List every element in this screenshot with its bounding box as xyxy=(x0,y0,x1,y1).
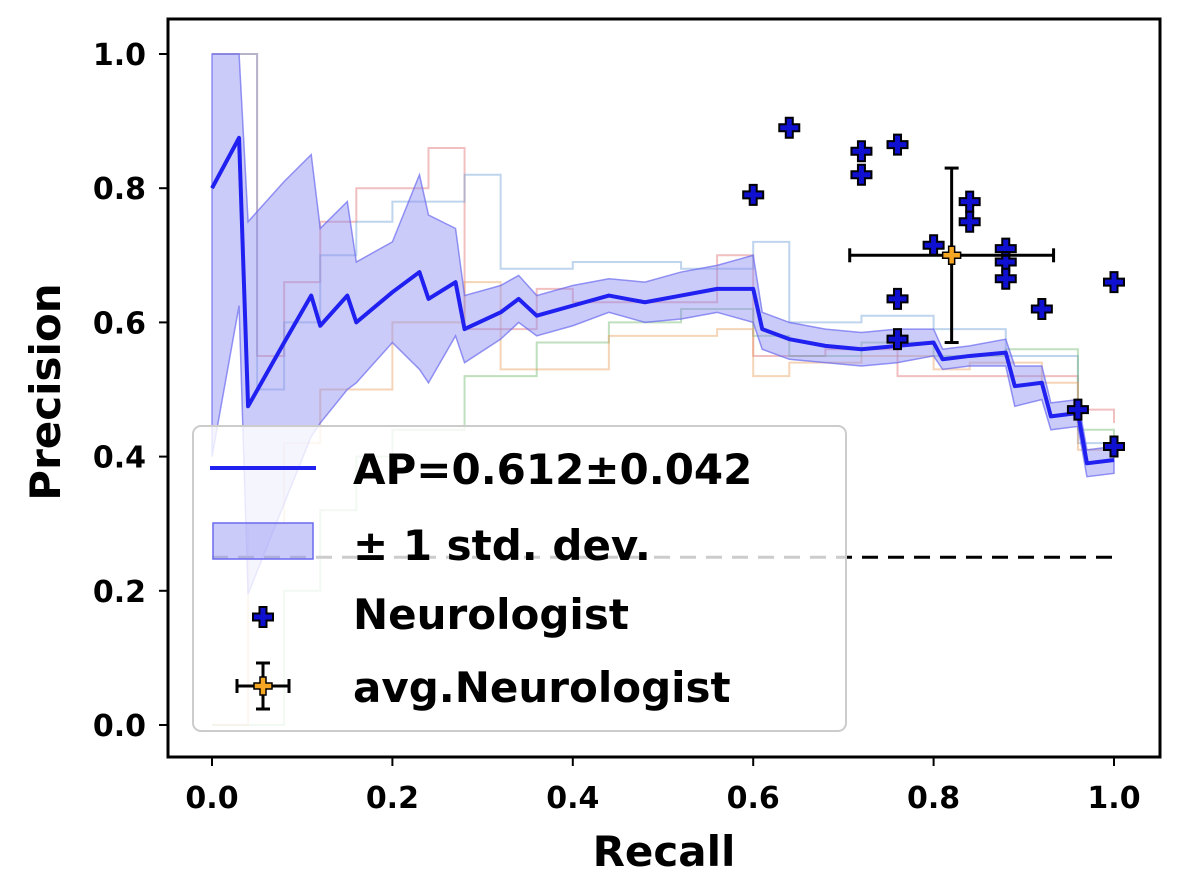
neurologist-point-3 xyxy=(850,163,873,186)
legend: AP=0.612±0.042 ± 1 std. dev. Neurologist… xyxy=(192,425,847,732)
neurologist-point-11-shape xyxy=(1030,297,1053,320)
x-tick-label-0: 0.0 xyxy=(185,781,238,816)
legend-band-label: ± 1 std. dev. xyxy=(353,521,651,570)
x-axis: 0.0 0.2 0.4 0.6 0.8 1.0 xyxy=(185,757,1141,816)
std-band xyxy=(211,53,1115,595)
y-tick-label-5: 1.0 xyxy=(93,38,146,73)
neurologist-point-6 xyxy=(958,210,981,233)
neurologist-point-1-shape xyxy=(778,116,801,139)
legend-neurologist-marker xyxy=(252,606,274,628)
neurologist-points xyxy=(742,116,1125,458)
fold-curve-0 xyxy=(212,53,1115,424)
mean-curve xyxy=(210,135,1115,466)
avg-neurologist-point-marker xyxy=(941,245,962,266)
neurologist-point-12-shape xyxy=(1103,271,1125,294)
neurologist-point-1 xyxy=(778,116,801,139)
neurologist-point-10-shape xyxy=(994,267,1017,290)
neurologist-point-16 xyxy=(1103,435,1125,458)
neurologist-point-3-shape xyxy=(850,163,873,186)
std-band-area xyxy=(211,53,1115,595)
neurologist-point-0-shape xyxy=(742,183,765,206)
neurologist-point-14 xyxy=(886,328,909,351)
neurologist-point-13 xyxy=(886,287,909,310)
neurologist-point-14-shape xyxy=(886,328,909,351)
plot-frame xyxy=(166,17,1162,759)
legend-band-swatch xyxy=(212,522,314,560)
y-tick-label-4: 0.8 xyxy=(93,172,146,207)
neurologist-point-11 xyxy=(1030,297,1053,320)
neurologist-point-2-shape xyxy=(850,140,873,163)
legend-neurologist-plus xyxy=(252,606,274,628)
neurologist-point-12 xyxy=(1103,271,1125,294)
x-tick-label-2: 0.4 xyxy=(546,781,599,816)
y-axis: 0.0 0.2 0.4 0.6 0.8 1.0 xyxy=(93,38,168,744)
neurologist-point-4-shape xyxy=(886,133,909,156)
legend-avg-cross xyxy=(235,661,291,711)
legend-box xyxy=(192,425,847,732)
legend-avg-marker xyxy=(235,661,291,711)
neurologist-point-10 xyxy=(994,267,1017,290)
legend-avg-cross-marker xyxy=(253,676,273,696)
neurologist-point-15 xyxy=(1066,398,1089,421)
x-tick-label-3: 0.6 xyxy=(727,781,780,816)
neurologist-point-6-shape xyxy=(958,210,981,233)
mean-line xyxy=(210,135,1115,466)
x-tick-label-5: 1.0 xyxy=(1087,781,1140,816)
y-axis-label: Precision xyxy=(21,283,70,500)
y-tick-label-2: 0.4 xyxy=(93,441,146,476)
x-tick-label-1: 0.2 xyxy=(366,781,419,816)
legend-mean-label: AP=0.612±0.042 xyxy=(353,445,752,494)
neurologist-point-4 xyxy=(886,133,909,156)
neurologist-point-0 xyxy=(742,183,765,206)
neurologist-point-13-shape xyxy=(886,287,909,310)
avg-neurologist xyxy=(848,166,1056,345)
y-tick-label-3: 0.6 xyxy=(93,306,146,341)
legend-neurologist-plus-shape xyxy=(252,606,274,628)
neurologist-point-16-shape xyxy=(1103,435,1125,458)
legend-neurologist-label: Neurologist xyxy=(353,590,629,639)
neurologist-point-15-shape xyxy=(1066,398,1089,421)
legend-avg-label: avg.Neurologist xyxy=(353,663,731,712)
fold-curve-1 xyxy=(212,53,1115,457)
y-tick-label-1: 0.2 xyxy=(93,575,146,610)
neurologist-point-2 xyxy=(850,140,873,163)
y-tick-label-0: 0.0 xyxy=(93,709,146,744)
x-axis-label: Recall xyxy=(593,827,736,876)
avg-neurologist-point xyxy=(848,166,1056,345)
x-tick-label-4: 0.8 xyxy=(907,781,960,816)
